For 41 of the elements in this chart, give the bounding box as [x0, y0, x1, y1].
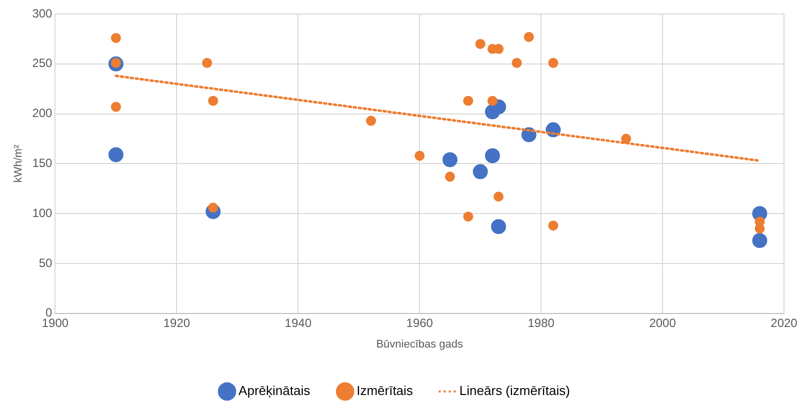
point — [621, 134, 632, 144]
point — [494, 192, 504, 202]
y-tick-label: 250 — [32, 56, 53, 70]
y-tick-label: 150 — [32, 156, 53, 170]
y-axis-title: kWh/m² — [12, 144, 25, 183]
point — [512, 58, 522, 68]
point — [110, 102, 121, 112]
point — [414, 150, 425, 161]
point — [475, 38, 486, 49]
point — [202, 58, 212, 68]
point — [524, 32, 534, 42]
x-tick-label: 1980 — [528, 316, 555, 330]
point — [108, 147, 124, 162]
y-tick-label: 100 — [32, 206, 53, 220]
legend-label: Izmērītais — [356, 383, 414, 398]
point — [754, 224, 765, 234]
x-tick-label: 1920 — [163, 316, 190, 330]
point — [110, 32, 121, 43]
legend-label: Aprēķinātais — [238, 383, 311, 398]
legend-label: Lineārs (izmērītais) — [459, 383, 570, 398]
point — [491, 219, 506, 234]
point — [442, 152, 458, 168]
y-tick-label: 300 — [32, 6, 53, 20]
x-axis-title: Būvniecības gads — [376, 338, 464, 350]
point — [752, 233, 768, 248]
x-tick-label: 1960 — [406, 316, 434, 330]
point — [366, 116, 376, 126]
point — [548, 58, 558, 68]
point — [208, 96, 218, 106]
point — [463, 96, 474, 106]
point — [487, 96, 498, 106]
y-tick-label: 200 — [32, 106, 53, 120]
y-tick-label: 50 — [38, 256, 53, 270]
x-tick-label: 1940 — [284, 316, 312, 330]
point — [548, 220, 558, 231]
point — [484, 148, 500, 164]
point — [463, 212, 474, 222]
x-tick-label: 2020 — [770, 316, 798, 330]
point — [444, 172, 455, 182]
point — [472, 164, 488, 180]
x-tick-label: 2000 — [649, 316, 676, 330]
